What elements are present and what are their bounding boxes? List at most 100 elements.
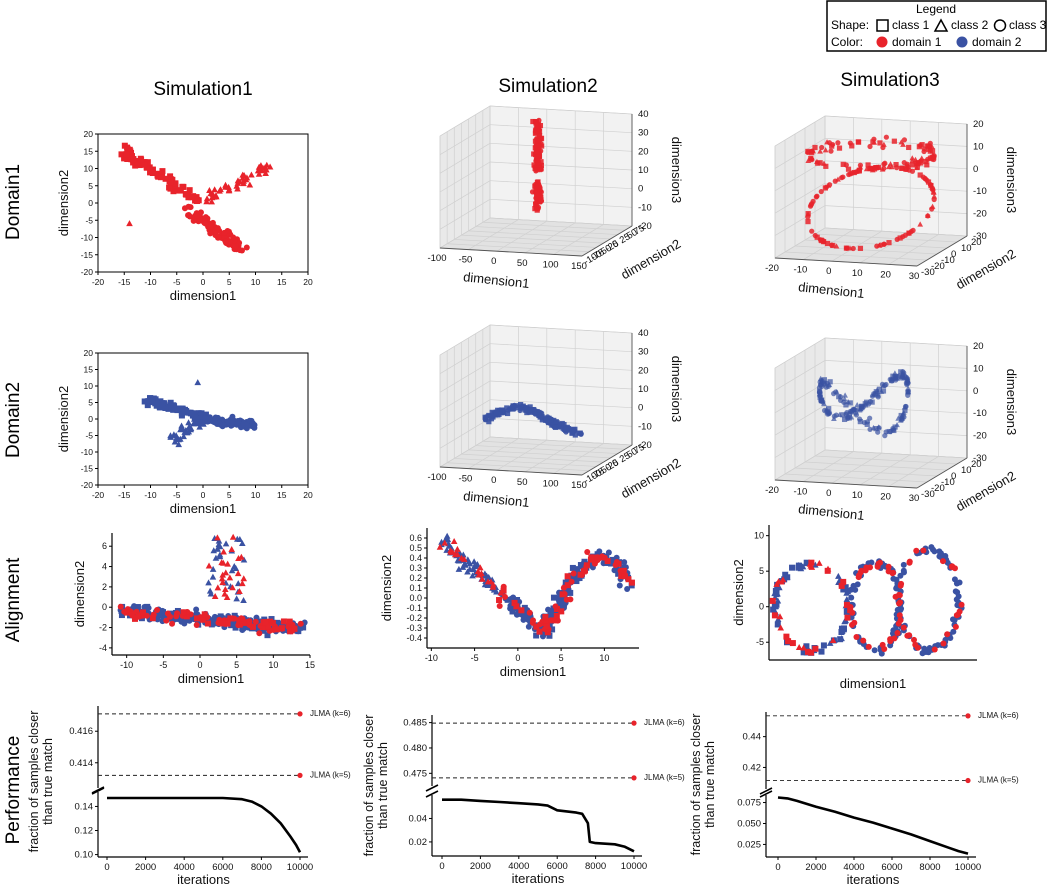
- x-tick-label: 20: [303, 490, 313, 500]
- square-point: [561, 421, 567, 428]
- y-axis-label: than true match: [41, 738, 55, 825]
- circle-point: [909, 168, 916, 174]
- triangle-point: [220, 559, 227, 566]
- triangle-point: [795, 561, 802, 568]
- square-point: [564, 578, 571, 585]
- grid-line: [774, 138, 826, 169]
- circle-point: [883, 381, 889, 388]
- square-point: [925, 179, 932, 185]
- axis-break-marks: [425, 784, 439, 798]
- grid-line: [489, 217, 633, 227]
- x-tick-label: -20: [92, 490, 105, 500]
- square-point: [873, 426, 879, 432]
- y-tick-label: -20: [931, 483, 945, 494]
- y-tick-label: -5: [85, 431, 93, 441]
- square-point: [149, 170, 156, 177]
- triangle-point: [240, 596, 247, 603]
- triangle-point: [843, 596, 851, 603]
- square-point: [280, 618, 287, 625]
- grid-line: [824, 115, 968, 125]
- square-point: [493, 409, 499, 415]
- square-point: [789, 640, 796, 647]
- triangle-point: [857, 164, 864, 170]
- x-tick-label: -10: [425, 653, 438, 663]
- grid-line: [814, 455, 958, 465]
- square-point: [167, 399, 174, 406]
- circle-point: [526, 609, 533, 616]
- circle-point: [567, 596, 574, 603]
- triangle-point: [208, 198, 216, 205]
- square-point: [146, 164, 153, 171]
- row-title-domain2: Domain2: [3, 382, 24, 458]
- circle-point: [887, 428, 894, 435]
- square-point: [615, 570, 622, 577]
- x-axis-label: dimension1: [170, 501, 237, 516]
- triangle-point: [930, 188, 937, 194]
- triangle-point: [913, 164, 920, 171]
- circle-point: [883, 134, 889, 140]
- reference-point: [297, 711, 303, 717]
- circle-point: [805, 214, 811, 220]
- reference-label: JLMA (k=6): [310, 709, 351, 718]
- square-point: [291, 625, 298, 632]
- square-point: [273, 626, 280, 633]
- grid-line: [475, 226, 618, 235]
- square-point: [138, 156, 145, 163]
- square-point: [219, 620, 226, 627]
- square-point: [174, 407, 181, 414]
- x-tick-label: 10: [268, 660, 278, 670]
- circle-point: [848, 586, 855, 593]
- x-tick-label: -5: [173, 490, 181, 500]
- square-point: [130, 156, 137, 163]
- circle-point: [862, 567, 869, 574]
- square-point: [564, 582, 571, 589]
- grid-line: [794, 245, 938, 255]
- square-point: [533, 201, 539, 208]
- triangle-point: [234, 580, 242, 587]
- square-point: [179, 405, 186, 412]
- reference-point: [965, 777, 971, 784]
- circle-point: [243, 244, 250, 251]
- z-tick-label: 40: [638, 328, 649, 339]
- triangle-point: [233, 182, 241, 189]
- triangle-point: [236, 536, 244, 543]
- circle-point: [949, 616, 956, 623]
- reference-point: [631, 775, 637, 781]
- triangle-point: [239, 171, 246, 178]
- y-axis-label: than true match: [703, 741, 717, 828]
- square-point: [241, 619, 248, 626]
- circle-point: [922, 176, 928, 182]
- square-point: [783, 633, 790, 640]
- triangle-point: [485, 573, 492, 580]
- z-axis-label: dimension3: [1004, 369, 1019, 436]
- y-tick-label: 20: [84, 129, 94, 139]
- triangle-point: [880, 382, 887, 389]
- triangle-point: [238, 553, 245, 560]
- column-title-simulation1: Simulation1: [153, 79, 252, 100]
- grid-line: [774, 160, 826, 192]
- triangle-point: [773, 584, 780, 591]
- circle-point: [891, 635, 898, 642]
- square-point: [855, 139, 861, 145]
- circle-point: [596, 548, 603, 555]
- circle-point: [853, 169, 859, 175]
- x-tick-label: 10: [251, 490, 261, 500]
- upper-y-tick-label: 0.416: [69, 726, 93, 737]
- square-point: [532, 130, 539, 136]
- x-tick-label: 2000: [805, 862, 826, 873]
- legend-color-label: Color:: [831, 35, 863, 49]
- triangle-point: [840, 626, 848, 633]
- upper-y-tick-label: 0.480: [403, 743, 427, 754]
- circle-point: [818, 188, 824, 195]
- square-point: [823, 163, 829, 169]
- circle-point: [871, 647, 878, 654]
- y-tick-label: -20: [931, 261, 945, 272]
- x-axis-label: dimension1: [500, 664, 567, 679]
- reference-label: JLMA (k=6): [644, 718, 685, 727]
- circle-point: [525, 616, 532, 623]
- circle-point: [193, 622, 200, 629]
- square-point: [827, 379, 833, 385]
- triangle-point: [225, 187, 233, 194]
- circle-point: [591, 560, 598, 567]
- square-point: [824, 567, 831, 574]
